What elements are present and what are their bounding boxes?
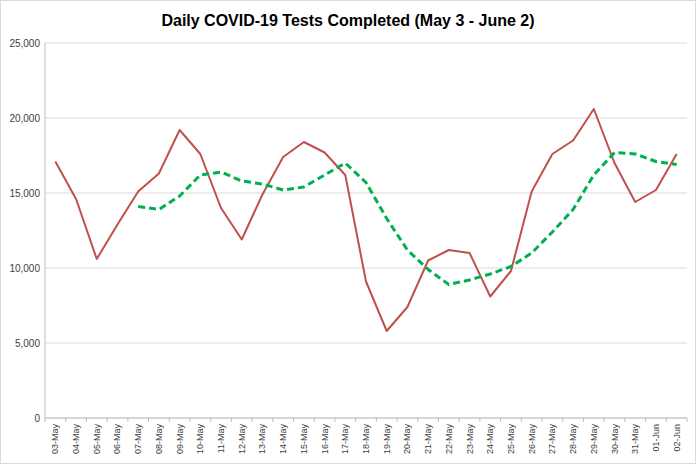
- x-tick-label: 01-Jun: [651, 424, 661, 452]
- x-tick: [604, 418, 605, 422]
- x-tick: [355, 418, 356, 422]
- x-tick: [666, 418, 667, 422]
- x-tick-label: 06-May: [112, 424, 122, 455]
- series-line: [138, 153, 676, 285]
- x-tick-label: 16-May: [320, 424, 330, 455]
- x-tick: [583, 418, 584, 422]
- x-tick: [127, 418, 128, 422]
- x-tick-label: 10-May: [195, 424, 205, 455]
- grid-line: [45, 193, 687, 194]
- x-tick-label: 27-May: [547, 424, 557, 455]
- x-tick-label: 02-Jun: [672, 424, 682, 452]
- x-tick: [687, 418, 688, 422]
- x-tick-label: 07-May: [133, 424, 143, 455]
- x-tick: [397, 418, 398, 422]
- x-tick: [107, 418, 108, 422]
- x-tick-label: 03-May: [50, 424, 60, 455]
- grid-line: [45, 268, 687, 269]
- grid-line: [45, 418, 687, 419]
- x-tick-label: 09-May: [175, 424, 185, 455]
- x-tick-label: 24-May: [485, 424, 495, 455]
- y-tick-label: 25,000: [9, 38, 40, 49]
- grid-line: [45, 43, 687, 44]
- x-tick: [521, 418, 522, 422]
- x-tick: [500, 418, 501, 422]
- x-tick-label: 20-May: [402, 424, 412, 455]
- x-tick-label: 22-May: [444, 424, 454, 455]
- x-tick: [45, 418, 46, 422]
- x-tick: [376, 418, 377, 422]
- y-tick-label: 10,000: [9, 263, 40, 274]
- x-tick-label: 14-May: [278, 424, 288, 455]
- x-tick: [479, 418, 480, 422]
- chart: Daily COVID-19 Tests Completed (May 3 - …: [0, 0, 696, 464]
- x-tick: [148, 418, 149, 422]
- x-tick: [459, 418, 460, 422]
- x-tick: [210, 418, 211, 422]
- x-tick: [231, 418, 232, 422]
- x-tick: [417, 418, 418, 422]
- x-tick: [65, 418, 66, 422]
- x-tick: [189, 418, 190, 422]
- x-tick-label: 21-May: [423, 424, 433, 455]
- grid-line: [45, 343, 687, 344]
- x-tick-label: 05-May: [92, 424, 102, 455]
- chart-border: [1, 1, 696, 464]
- x-tick-label: 29-May: [589, 424, 599, 455]
- x-tick: [438, 418, 439, 422]
- x-tick-label: 17-May: [340, 424, 350, 455]
- series-line: [55, 109, 676, 331]
- plot-area: [55, 109, 676, 331]
- y-tick-label: 15,000: [9, 188, 40, 199]
- x-tick: [334, 418, 335, 422]
- x-tick: [169, 418, 170, 422]
- x-tick: [86, 418, 87, 422]
- x-tick-label: 28-May: [568, 424, 578, 455]
- x-tick-label: 12-May: [237, 424, 247, 455]
- x-tick-label: 19-May: [382, 424, 392, 455]
- x-tick: [645, 418, 646, 422]
- x-tick: [314, 418, 315, 422]
- x-tick: [252, 418, 253, 422]
- y-tick-label: 5,000: [15, 338, 40, 349]
- x-tick: [542, 418, 543, 422]
- grid-line: [45, 118, 687, 119]
- x-tick-label: 23-May: [465, 424, 475, 455]
- x-tick-label: 18-May: [361, 424, 371, 455]
- x-tick-label: 30-May: [610, 424, 620, 455]
- x-axis: [45, 418, 687, 419]
- x-tick-label: 11-May: [216, 424, 226, 454]
- x-tick: [293, 418, 294, 422]
- x-tick-label: 31-May: [630, 424, 640, 455]
- x-tick-label: 13-May: [257, 424, 267, 455]
- y-axis: [45, 43, 46, 418]
- y-tick-label: 20,000: [9, 113, 40, 124]
- x-tick: [272, 418, 273, 422]
- y-tick-label: 0: [34, 413, 40, 424]
- x-tick-label: 15-May: [299, 424, 309, 455]
- x-tick-label: 25-May: [506, 424, 516, 455]
- x-tick-label: 04-May: [71, 424, 81, 455]
- title: Daily COVID-19 Tests Completed (May 3 - …: [161, 12, 534, 29]
- x-tick-label: 26-May: [527, 424, 537, 455]
- x-tick: [624, 418, 625, 422]
- x-tick: [562, 418, 563, 422]
- x-tick-label: 08-May: [154, 424, 164, 455]
